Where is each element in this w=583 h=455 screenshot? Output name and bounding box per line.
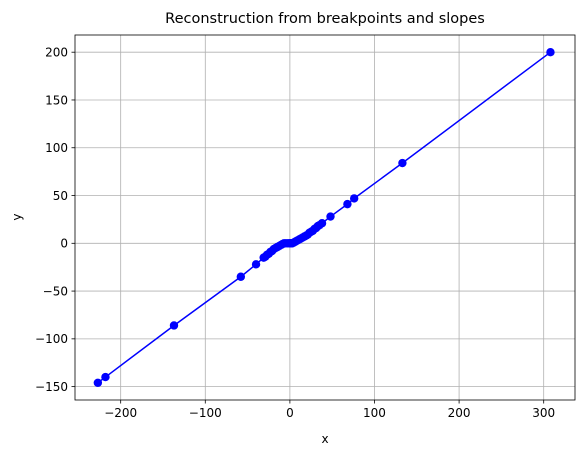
grid bbox=[75, 35, 575, 400]
y-tick-label: −150 bbox=[35, 380, 68, 394]
data-point bbox=[169, 321, 179, 330]
y-tick-label: 150 bbox=[45, 93, 68, 107]
data-point bbox=[398, 158, 407, 168]
data-point bbox=[236, 272, 246, 281]
x-tick-label: −100 bbox=[189, 406, 222, 420]
data-point bbox=[251, 260, 261, 269]
ticks: −200 −100 0 100 200 300 −150 −100 −50 0 50 100 150 20… bbox=[35, 45, 555, 420]
data-point bbox=[349, 194, 359, 203]
y-tick-label: −100 bbox=[35, 332, 68, 346]
data-point bbox=[93, 378, 103, 388]
data-point bbox=[546, 47, 555, 57]
data-point bbox=[326, 212, 335, 221]
series bbox=[93, 47, 555, 388]
x-tick-label: −200 bbox=[104, 406, 137, 420]
data-point bbox=[101, 372, 110, 382]
chart-title: Reconstruction from breakpoints and slop… bbox=[165, 11, 485, 27]
x-axis-label: x bbox=[321, 432, 328, 446]
data-point bbox=[343, 199, 352, 209]
x-tick-label: 0 bbox=[286, 406, 294, 420]
y-tick-label: 50 bbox=[53, 189, 68, 203]
y-tick-label: 200 bbox=[45, 45, 68, 59]
y-tick-label: −50 bbox=[43, 284, 68, 298]
y-tick-label: 100 bbox=[45, 141, 68, 155]
data-point bbox=[317, 219, 327, 228]
x-tick-label: 100 bbox=[363, 406, 386, 420]
x-tick-label: 300 bbox=[532, 406, 555, 420]
x-tick-label: 200 bbox=[448, 406, 471, 420]
plot-area-frame bbox=[74, 34, 576, 401]
y-tick-label: 0 bbox=[60, 237, 68, 251]
y-axis-label: y bbox=[10, 213, 24, 220]
